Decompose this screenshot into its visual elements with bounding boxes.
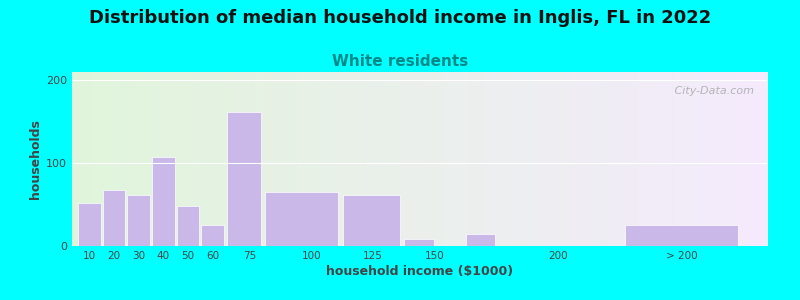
- Bar: [152, 157, 174, 246]
- Y-axis label: households: households: [29, 119, 42, 199]
- Text: Distribution of median household income in Inglis, FL in 2022: Distribution of median household income …: [89, 9, 711, 27]
- Bar: [343, 195, 400, 246]
- Text: White residents: White residents: [332, 54, 468, 69]
- Bar: [466, 234, 495, 246]
- Bar: [404, 239, 434, 246]
- X-axis label: household income ($1000): household income ($1000): [326, 265, 514, 278]
- Text: City-Data.com: City-Data.com: [671, 86, 754, 96]
- Bar: [78, 203, 101, 246]
- Bar: [226, 112, 261, 246]
- Bar: [202, 225, 224, 246]
- Bar: [266, 192, 338, 246]
- Bar: [102, 190, 126, 246]
- Bar: [177, 206, 199, 246]
- Bar: [127, 195, 150, 246]
- Bar: [625, 225, 738, 246]
